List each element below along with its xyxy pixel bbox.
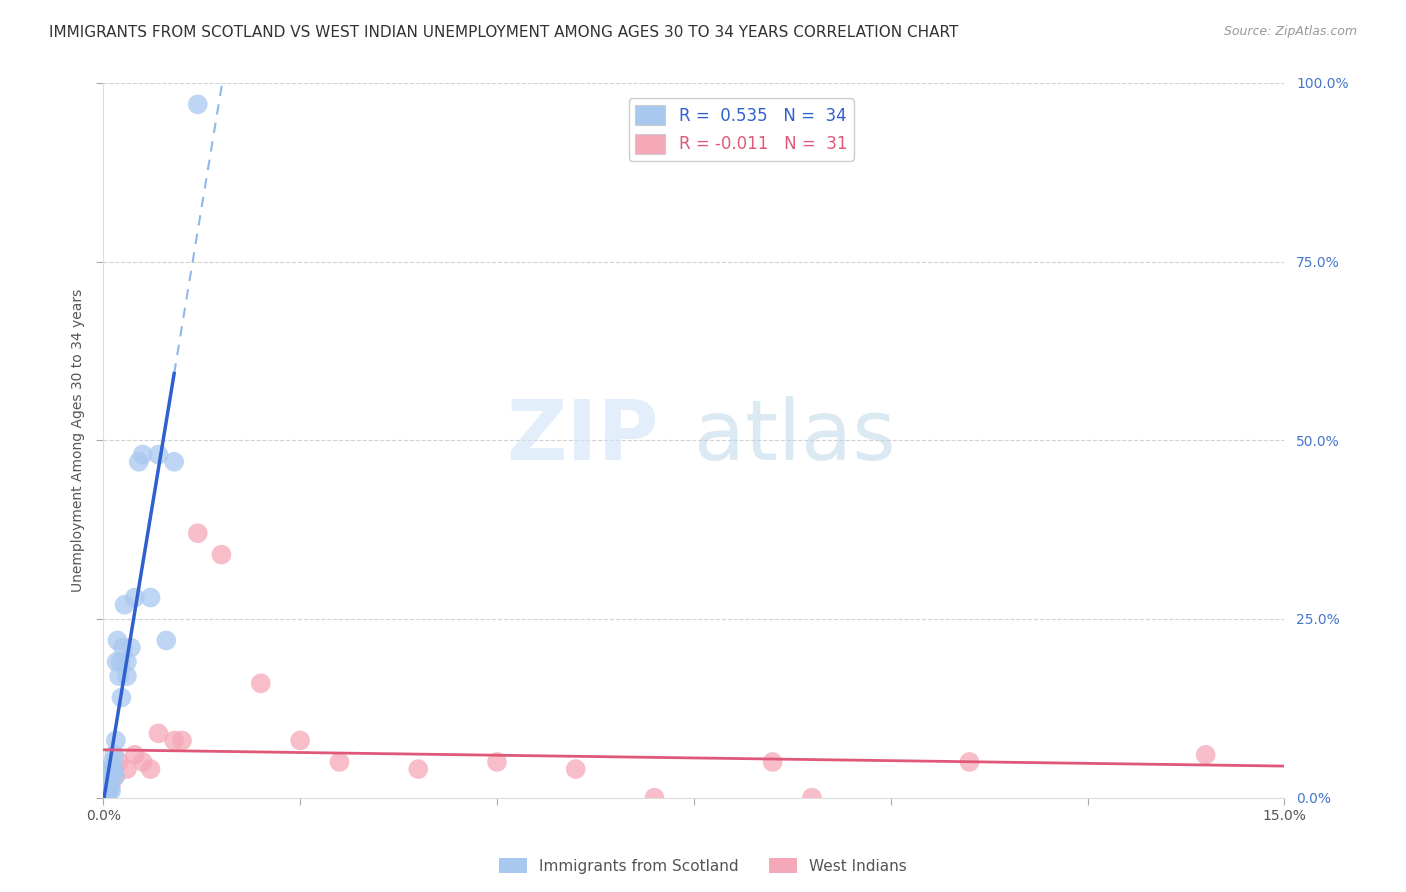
Point: [187, 526, 209, 541]
Point: [209, 548, 232, 562]
Text: atlas: atlas: [693, 396, 896, 477]
Point: [96, 776, 118, 790]
Point: [485, 755, 508, 769]
Legend: Immigrants from Scotland, West Indians: Immigrants from Scotland, West Indians: [494, 852, 912, 880]
Point: [406, 762, 429, 776]
Point: [97, 776, 120, 790]
Point: [94, 787, 117, 801]
Point: [96, 787, 118, 801]
Point: [139, 591, 162, 605]
Point: [100, 780, 122, 794]
Point: [94, 783, 117, 797]
Point: [103, 747, 125, 762]
Point: [115, 669, 138, 683]
Point: [148, 726, 170, 740]
Point: [114, 598, 136, 612]
Point: [94, 787, 117, 801]
Point: [103, 762, 125, 776]
Point: [96, 783, 118, 797]
Text: IMMIGRANTS FROM SCOTLAND VS WEST INDIAN UNEMPLOYMENT AMONG AGES 30 TO 34 YEARS C: IMMIGRANTS FROM SCOTLAND VS WEST INDIAN …: [49, 25, 959, 40]
Point: [155, 633, 177, 648]
Point: [105, 655, 128, 669]
Point: [96, 783, 118, 797]
Point: [249, 676, 271, 690]
Point: [108, 755, 131, 769]
Point: [128, 455, 150, 469]
Y-axis label: Unemployment Among Ages 30 to 34 years: Unemployment Among Ages 30 to 34 years: [72, 289, 86, 592]
Point: [97, 783, 120, 797]
Point: [288, 733, 311, 747]
Point: [124, 747, 146, 762]
Point: [761, 755, 783, 769]
Point: [564, 762, 586, 776]
Point: [1195, 747, 1218, 762]
Point: [800, 790, 823, 805]
Point: [131, 755, 153, 769]
Point: [108, 669, 131, 683]
Point: [104, 769, 127, 783]
Point: [139, 762, 162, 776]
Point: [163, 455, 186, 469]
Point: [107, 633, 129, 648]
Point: [328, 755, 350, 769]
Point: [163, 733, 186, 747]
Point: [101, 762, 124, 776]
Point: [115, 762, 138, 776]
Point: [111, 640, 134, 655]
Point: [97, 783, 120, 797]
Point: [98, 769, 121, 783]
Point: [131, 448, 153, 462]
Point: [100, 783, 122, 797]
Point: [110, 690, 132, 705]
Point: [115, 655, 138, 669]
Point: [100, 762, 122, 776]
Text: Source: ZipAtlas.com: Source: ZipAtlas.com: [1223, 25, 1357, 38]
Point: [957, 755, 980, 769]
Point: [120, 640, 142, 655]
Point: [170, 733, 193, 747]
Point: [187, 97, 209, 112]
Point: [94, 783, 117, 797]
Point: [148, 448, 170, 462]
Legend: R =  0.535   N =  34, R = -0.011   N =  31: R = 0.535 N = 34, R = -0.011 N = 31: [628, 98, 853, 161]
Point: [104, 769, 127, 783]
Point: [97, 776, 120, 790]
Point: [98, 780, 121, 794]
Text: ZIP: ZIP: [506, 396, 658, 477]
Point: [643, 790, 665, 805]
Point: [104, 733, 127, 747]
Point: [124, 591, 146, 605]
Point: [110, 655, 132, 669]
Point: [101, 755, 124, 769]
Point: [100, 776, 122, 790]
Point: [96, 780, 118, 794]
